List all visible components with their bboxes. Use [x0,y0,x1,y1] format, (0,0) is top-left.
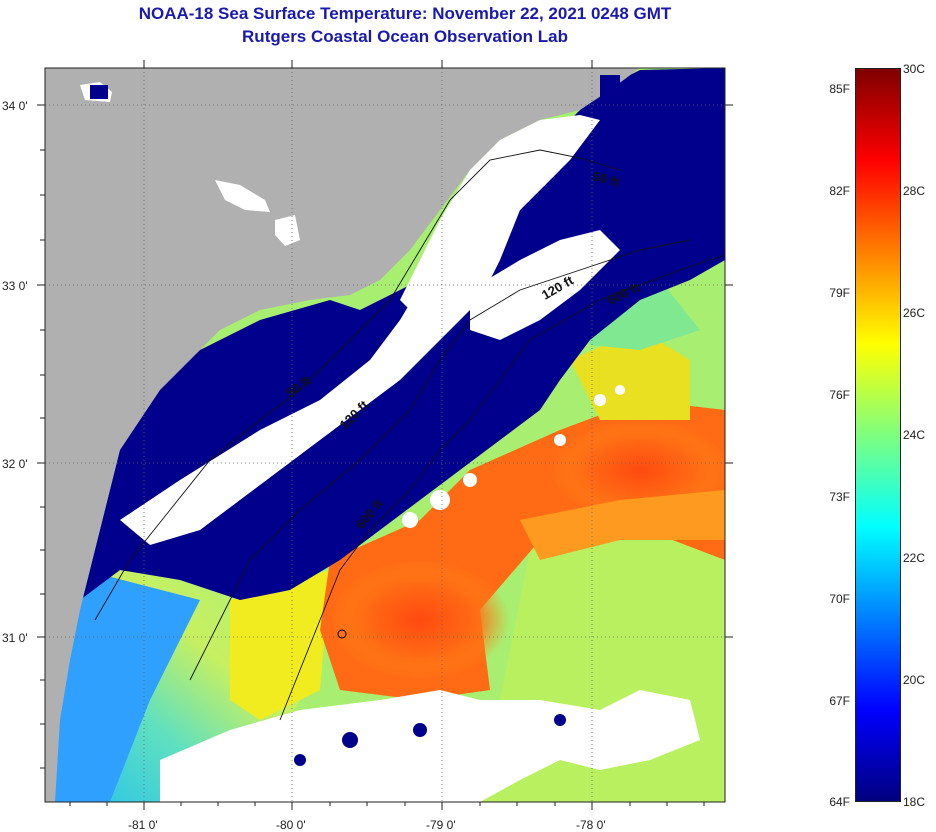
lon-label-80: -80 0' [276,818,306,832]
cold-pixels-north [90,75,670,190]
colorbar-f-label: 70F [829,592,850,606]
colorbar-f-label: 82F [829,184,850,198]
colorbar-f-label: 76F [829,388,850,402]
colorbar-f-label: 73F [829,490,850,504]
contour-label-50ft-north: 50 ft [591,168,621,190]
colorbar-c-label: 30C [903,62,926,76]
colorbar-c-label: 24C [903,428,926,442]
map-frame [44,67,726,803]
land-mainland [45,68,640,802]
colorbar-f-label: 79F [829,286,850,300]
colorbar-f-label: 85F [829,82,850,96]
cloud-speckles [250,385,625,790]
lat-label-33: 33 0' [2,279,28,293]
lon-label-81: -81 0' [128,818,158,832]
lat-label-31: 31 0' [2,631,28,645]
map-title: NOAA-18 Sea Surface Temperature: Novembe… [138,4,672,23]
cloud-coast-north [400,115,600,320]
lat-label-32: 32 0' [2,457,28,471]
colorbar-f-label: 64F [829,795,850,809]
grid-lines [45,68,725,802]
colorbar-c-label: 26C [903,306,926,320]
greenish-patch [580,280,700,350]
cold-coastal-water [45,560,200,802]
axis-ticks [37,60,733,810]
lon-label-79: -79 0' [426,818,456,832]
map-subtitle: Rutgers Coastal Ocean Observation Lab [242,27,568,46]
temperature-colorbar [855,68,901,802]
bathymetry-contours [94,149,725,721]
station-marker [337,629,347,639]
lat-label-34: 34 0' [2,99,28,113]
colorbar-c-label: 22C [903,551,926,565]
lon-label-78: -78 0' [576,818,606,832]
colorbar-c-label: 20C [903,673,926,687]
colorbar-c-label: 18C [903,795,926,809]
orange-band [520,490,725,560]
colorbar-c-label: 28C [903,184,926,198]
colorbar-f-label: 67F [829,694,850,708]
yellow-band [230,570,330,720]
cold-speckles [294,714,566,766]
gulf-stream-core [330,560,510,680]
